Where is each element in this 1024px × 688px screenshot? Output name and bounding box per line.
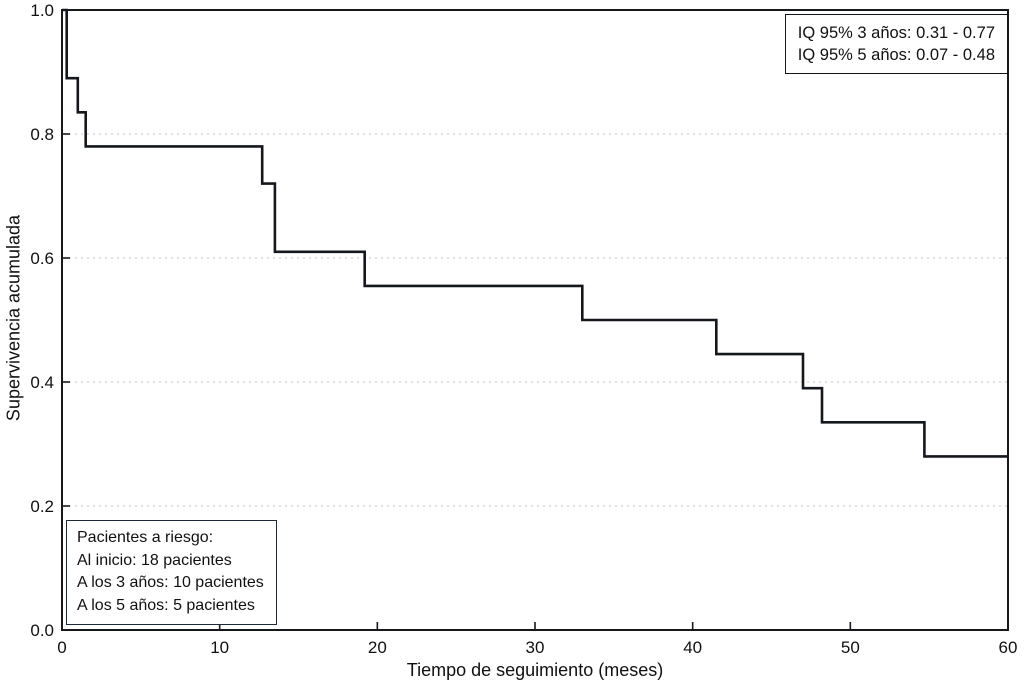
x-tick-label: 10 xyxy=(210,638,229,657)
x-tick-label: 20 xyxy=(368,638,387,657)
y-tick-label: 1.0 xyxy=(30,1,54,20)
ci-5-years-text: IQ 95% 5 años: 0.07 - 0.48 xyxy=(797,46,995,64)
patients-at-risk-box: Pacientes a riesgo: Al inicio: 18 pacien… xyxy=(66,520,277,625)
risk-box-title: Pacientes a riesgo: xyxy=(77,529,214,546)
x-tick-label: 40 xyxy=(683,638,702,657)
confidence-interval-box: IQ 95% 3 años: 0.31 - 0.77 IQ 95% 5 años… xyxy=(784,14,1008,74)
risk-3-years-text: A los 3 años: 10 pacientes xyxy=(77,574,264,591)
survival-step-curve xyxy=(62,8,1008,458)
y-tick-label: 0.2 xyxy=(30,497,54,516)
x-tick-label: 30 xyxy=(526,638,545,657)
y-tick-label: 0.8 xyxy=(30,125,54,144)
risk-5-years-text: A los 5 años: 5 pacientes xyxy=(77,596,255,614)
y-axis-title: Supervivencia acumulada xyxy=(3,214,24,422)
y-tick-label: 0.4 xyxy=(30,373,54,392)
x-tick-label: 0 xyxy=(57,638,66,657)
y-tick-label: 0.6 xyxy=(30,249,54,268)
x-axis-title: Tiempo de seguimiento (meses) xyxy=(406,660,664,680)
x-tick-label: 60 xyxy=(999,638,1018,657)
x-tick-label: 50 xyxy=(841,638,860,657)
y-tick-label: 0.0 xyxy=(30,621,54,640)
ci-3-years-text: IQ 95% 3 años: 0.31 - 0.77 xyxy=(797,24,995,42)
risk-at-start-text: Al inicio: 18 pacientes xyxy=(77,551,232,569)
